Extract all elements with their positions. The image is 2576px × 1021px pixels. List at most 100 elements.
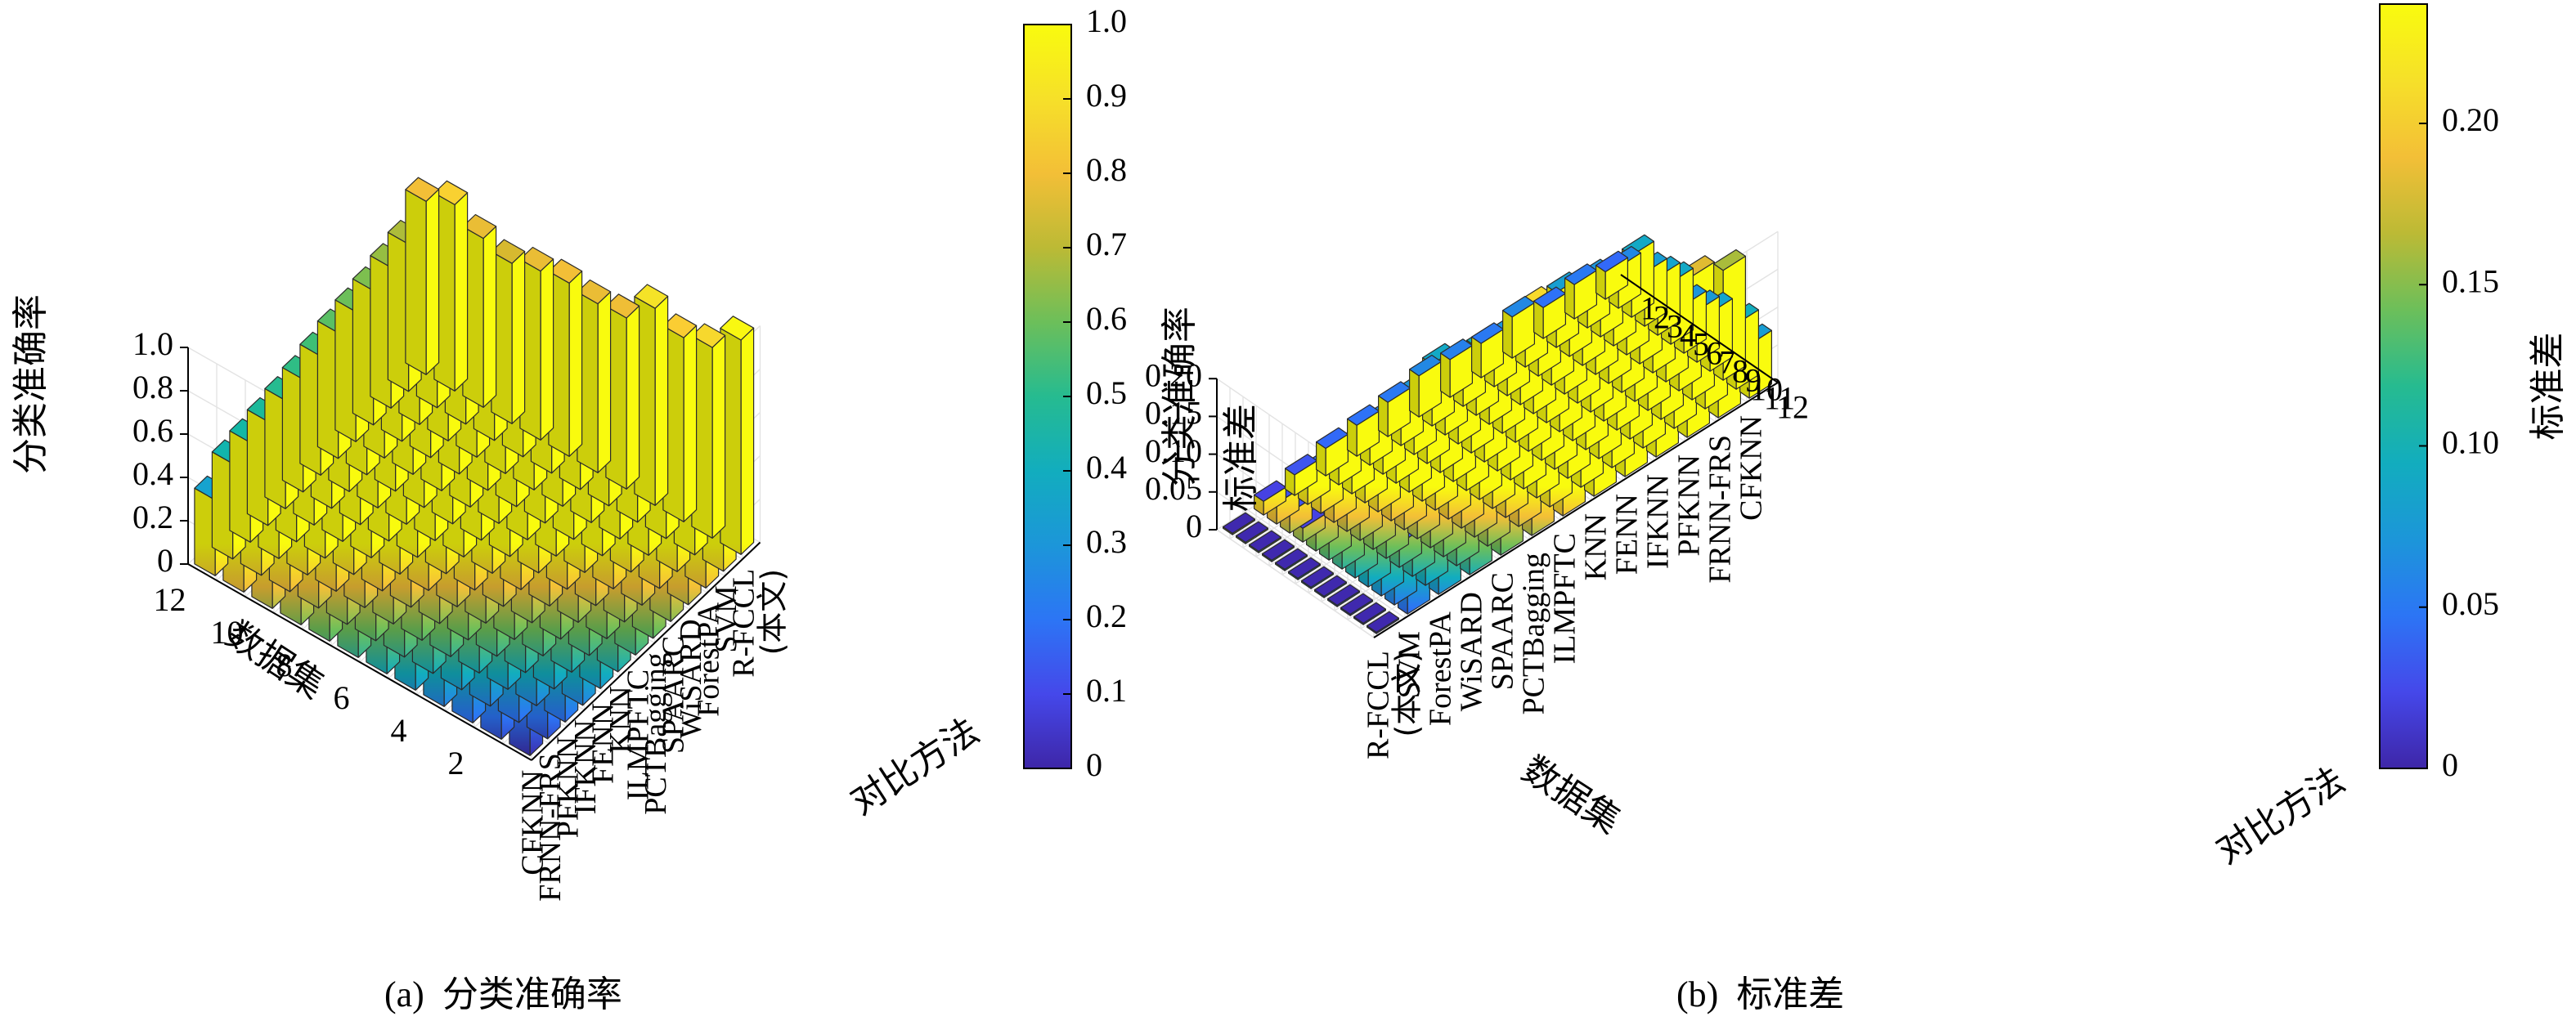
- method-tick-label: FENN: [1610, 494, 1645, 575]
- method-tick-label: KNN: [604, 686, 638, 753]
- bar-top: [1340, 593, 1374, 616]
- bar: [519, 246, 554, 441]
- bar: [548, 258, 583, 457]
- dataset-tick-label: 11: [1764, 380, 1796, 417]
- bar-face: [482, 226, 497, 408]
- bar-face: [626, 305, 640, 490]
- method-tick-label: CFKNN: [1735, 415, 1769, 521]
- caption-b: (b) 标准差: [1676, 965, 1844, 1017]
- bar-top: [1439, 338, 1474, 360]
- colorbar-tick-label: 0.9: [1086, 77, 1127, 114]
- method-tick-label: PFKNN: [1672, 455, 1707, 557]
- method-tick-label: CFKNN: [515, 770, 550, 875]
- method-tick-label: KNN: [1579, 513, 1613, 580]
- bar-top: [1713, 249, 1746, 271]
- method-tick-label: IFKNN: [1641, 474, 1676, 569]
- colorbar-tick-label: 1.0: [1086, 2, 1127, 39]
- method-tick-label: SPAARC: [1486, 572, 1520, 690]
- bar-face: [1377, 395, 1389, 437]
- bar-face: [540, 258, 554, 441]
- bar: [1366, 611, 1400, 634]
- bar: [1287, 557, 1322, 580]
- method-tick-label: (本文): [1389, 651, 1425, 737]
- bar-top: [1274, 548, 1308, 571]
- colorbar-tick-label: 0.05: [2442, 585, 2499, 622]
- bar: [1346, 404, 1380, 457]
- bar: [1253, 480, 1287, 516]
- dataset-tick-label: 5: [1693, 326, 1709, 363]
- bar-face: [597, 291, 612, 473]
- bar: [605, 293, 640, 490]
- bar-top: [1470, 322, 1505, 344]
- colorbar-tick-label: 0.15: [2442, 262, 2499, 299]
- bar: [1313, 575, 1348, 598]
- dataset-tick-label: 8: [276, 647, 293, 683]
- method-tick-label: ILMPFTC: [1548, 533, 1582, 664]
- bar-face: [1470, 336, 1482, 378]
- bar-face: [425, 189, 440, 375]
- bar-face: [511, 250, 526, 424]
- method-axis-line: [531, 541, 761, 761]
- caption-b-prefix: (b): [1676, 974, 1719, 1014]
- method-tick-label: FRNN-FRS: [533, 753, 568, 902]
- bar-face: [1501, 310, 1513, 359]
- bar-top: [462, 213, 497, 240]
- bar-face: [1408, 369, 1420, 418]
- dataset-tick-label: 8: [1732, 353, 1748, 390]
- dataset-tick-label: 6: [1706, 335, 1722, 372]
- bar-top: [1235, 521, 1269, 544]
- bars-a: [194, 177, 755, 756]
- bar-top: [1326, 584, 1361, 607]
- colorbar-tick-label: 0.5: [1086, 374, 1127, 411]
- bar-top: [1353, 602, 1387, 625]
- bar: [1377, 381, 1411, 437]
- z-tick-label: 0.4: [132, 455, 173, 492]
- bar-top: [577, 279, 612, 305]
- colorbar-label: 分类准确率: [1159, 307, 1200, 486]
- method-tick-label: IFKNN: [568, 719, 603, 814]
- bar: [1439, 338, 1474, 398]
- bar-top: [1248, 530, 1282, 553]
- bar: [1284, 454, 1318, 496]
- dataset-tick-label: 2: [448, 745, 464, 781]
- bar-top: [519, 246, 554, 272]
- bar-face: [683, 325, 698, 522]
- bar: [1501, 295, 1536, 359]
- bar: [1300, 566, 1335, 589]
- bar: [1261, 539, 1295, 562]
- bar-top: [1261, 539, 1295, 562]
- bar-top: [634, 284, 669, 309]
- bar: [1533, 286, 1567, 339]
- method-tick-label: PCTBagging: [639, 652, 673, 814]
- bar: [1564, 263, 1598, 320]
- bar: [491, 239, 526, 424]
- method-tick-label: SVM: [1393, 631, 1427, 698]
- bar-top: [1346, 404, 1380, 426]
- colorbar-tick-label: 0: [2442, 746, 2458, 783]
- bar: [1274, 548, 1308, 571]
- bar-top: [1377, 381, 1411, 403]
- bar: [662, 313, 698, 522]
- method-tick-label: R-FCCL: [726, 569, 761, 678]
- bar: [1353, 602, 1387, 625]
- bar: [634, 284, 669, 506]
- bar: [1222, 512, 1256, 535]
- dataset-axis-label: 数据集: [1515, 749, 1627, 843]
- bar-face: [740, 327, 755, 555]
- bar-top: [605, 293, 640, 319]
- bar: [1326, 584, 1361, 607]
- dataset-tick-label: 6: [334, 679, 350, 716]
- caption-a: (a) 分类准确率: [384, 965, 622, 1017]
- method-tick-label: ForestPA: [1424, 611, 1458, 726]
- bar: [433, 180, 469, 392]
- bar-top: [1300, 566, 1335, 589]
- bar-face: [405, 189, 427, 375]
- method-tick-label: WiSARD: [674, 619, 708, 738]
- z-tick-label: 0.2: [132, 499, 173, 535]
- method-tick-label: FRNN-FRS: [1703, 435, 1738, 584]
- z-tick-label: 0.10: [1145, 432, 1202, 469]
- caption-b-text: 标准差: [1736, 974, 1845, 1015]
- bar-top: [1533, 286, 1567, 308]
- caption-a-text: 分类准确率: [442, 974, 622, 1015]
